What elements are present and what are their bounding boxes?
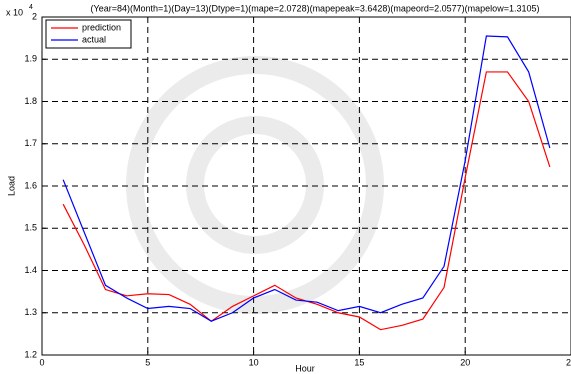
y-tick-label: 2	[32, 11, 37, 21]
x-axis-label: Hour	[295, 363, 315, 373]
chart-title: (Year=84)(Month=1)(Day=13)(Dtype=1)(mape…	[91, 3, 540, 13]
y-tick-label: 1.7	[24, 138, 37, 148]
watermark	[126, 56, 384, 314]
x-tick-label: 10	[249, 357, 259, 367]
legend-label: actual	[82, 34, 106, 44]
legend: prediction actual	[45, 19, 132, 49]
x-tick-label: 15	[354, 357, 364, 367]
y-tick-label: 1.6	[24, 180, 37, 190]
legend-label: prediction	[82, 22, 121, 32]
x-tick-label: 5	[145, 357, 150, 367]
y-scale-exponent: 4	[29, 4, 33, 11]
x-tick-label: 20	[460, 357, 470, 367]
series-line	[62, 35, 551, 322]
y-tick-label: 1.8	[24, 96, 37, 106]
y-tick-label: 1.9	[24, 54, 37, 64]
y-scale-label: x 10	[6, 7, 23, 17]
y-tick-label: 1.4	[24, 265, 37, 275]
y-tick-label: 1.3	[24, 307, 37, 317]
x-tick-label: 0	[39, 357, 44, 367]
y-tick-label: 1.5	[24, 223, 37, 233]
legend-box	[45, 19, 132, 49]
y-tick-label: 1.2	[24, 349, 37, 359]
y-axis-label: Load	[6, 176, 16, 196]
x-tick-label: 25	[566, 357, 571, 367]
